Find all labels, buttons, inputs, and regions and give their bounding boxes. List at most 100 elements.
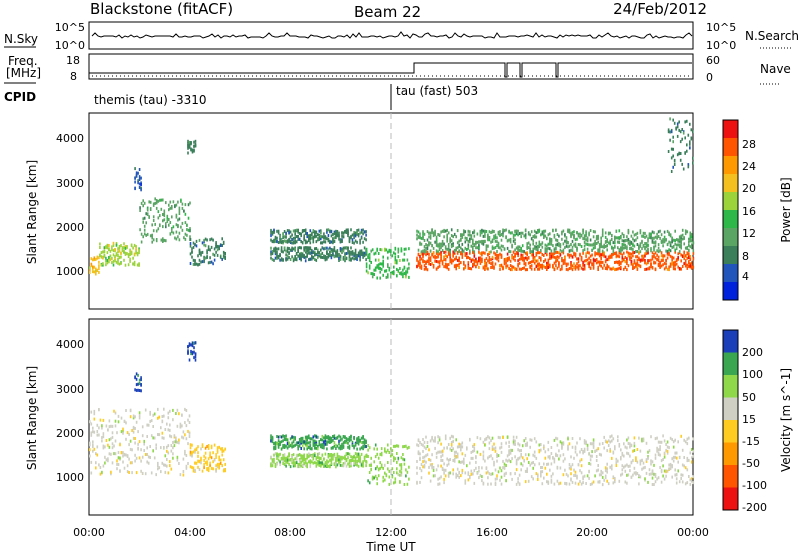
power-cell — [140, 186, 142, 190]
power-cell — [449, 250, 451, 254]
power-cell — [456, 241, 459, 245]
velocity-cell — [342, 464, 345, 468]
power-cbar-tick-24: 24 — [742, 160, 756, 173]
power-cell — [496, 250, 498, 253]
power-cell — [333, 239, 336, 243]
power-cell — [662, 238, 664, 242]
power-cell — [370, 249, 372, 253]
power-cell — [662, 240, 664, 244]
velocity-cell — [175, 440, 177, 444]
velocity-cell — [119, 469, 121, 473]
power-cell — [517, 264, 519, 268]
power-cell — [689, 264, 692, 268]
velocity-cell — [318, 456, 321, 460]
velocity-cbar-swatch — [723, 397, 738, 421]
velocity-cell — [488, 436, 491, 440]
velocity-cell — [530, 438, 533, 442]
velocity-cell — [351, 440, 354, 444]
power-cell — [541, 231, 544, 235]
velocity-cell — [292, 464, 295, 468]
power-cell — [583, 240, 586, 244]
velocity-cell — [283, 435, 286, 438]
velocity-cell — [547, 448, 550, 452]
velocity-cell — [535, 456, 538, 460]
power-cell — [485, 244, 488, 248]
velocity-cell — [601, 471, 604, 475]
velocity-cell — [318, 440, 321, 443]
power-cell — [453, 232, 456, 236]
velocity-cell — [647, 450, 649, 454]
velocity-cell — [161, 436, 164, 440]
power-cell — [639, 242, 642, 246]
velocity-cell — [137, 388, 139, 392]
power-cell — [117, 247, 119, 251]
power-cell — [348, 236, 351, 240]
power-cell — [154, 197, 156, 201]
power-cell — [294, 247, 296, 251]
velocity-cell — [101, 424, 103, 428]
velocity-cell — [320, 438, 322, 442]
velocity-cell — [438, 482, 441, 486]
power-cell — [559, 243, 562, 247]
velocity-cell — [494, 477, 497, 481]
power-cell — [379, 262, 381, 266]
velocity-cell — [588, 452, 590, 456]
power-cell — [353, 254, 355, 257]
power-cell — [595, 258, 598, 261]
velocity-cell — [101, 436, 103, 440]
velocity-cell — [493, 442, 495, 446]
power-cell — [521, 249, 524, 253]
power-cell — [600, 236, 602, 240]
velocity-cell — [221, 464, 223, 468]
velocity-cell — [191, 466, 193, 469]
power-cell — [317, 248, 319, 252]
velocity-cell — [429, 479, 432, 483]
velocity-cell — [538, 443, 541, 447]
velocity-cell — [114, 439, 117, 443]
power-cell — [382, 255, 384, 259]
power-cell — [550, 249, 553, 253]
power-cell — [479, 252, 482, 256]
velocity-cell — [218, 445, 220, 449]
power-cell — [597, 265, 599, 269]
velocity-cell — [359, 455, 361, 459]
power-cell — [431, 244, 433, 248]
velocity-cell — [406, 482, 409, 486]
power-cell — [681, 237, 684, 241]
power-cell — [687, 163, 690, 167]
power-cell — [682, 167, 685, 171]
velocity-cell — [606, 479, 608, 483]
power-cell — [354, 251, 357, 255]
velocity-cell — [654, 474, 657, 478]
power-cell — [109, 258, 112, 262]
power-cell — [609, 267, 611, 271]
power-cell — [273, 247, 275, 251]
velocity-cell — [556, 454, 559, 458]
power-cell — [561, 232, 563, 236]
power-cell — [585, 242, 587, 246]
power-cell — [580, 258, 583, 262]
power-cell — [437, 250, 439, 254]
velocity-cell — [89, 454, 91, 458]
velocity-cell — [576, 453, 578, 457]
velocity-cell — [114, 419, 117, 423]
velocity-cell — [277, 443, 280, 446]
power-cell — [606, 248, 608, 252]
power-cell — [289, 258, 292, 261]
velocity-cell — [134, 375, 136, 379]
power-cell — [606, 244, 608, 248]
velocity-cell — [122, 431, 124, 435]
velocity-cell — [341, 446, 343, 450]
power-cell — [527, 261, 530, 265]
power-cell — [615, 267, 618, 271]
power-cell — [336, 233, 339, 237]
power-cell — [675, 126, 677, 130]
velocity-cell — [298, 438, 301, 441]
velocity-cell — [515, 468, 518, 472]
velocity-cell — [647, 456, 649, 460]
velocity-cell — [110, 437, 112, 441]
power-cell — [306, 246, 308, 250]
power-cell — [297, 254, 299, 258]
velocity-cell — [562, 453, 565, 457]
power-cell — [123, 242, 125, 246]
